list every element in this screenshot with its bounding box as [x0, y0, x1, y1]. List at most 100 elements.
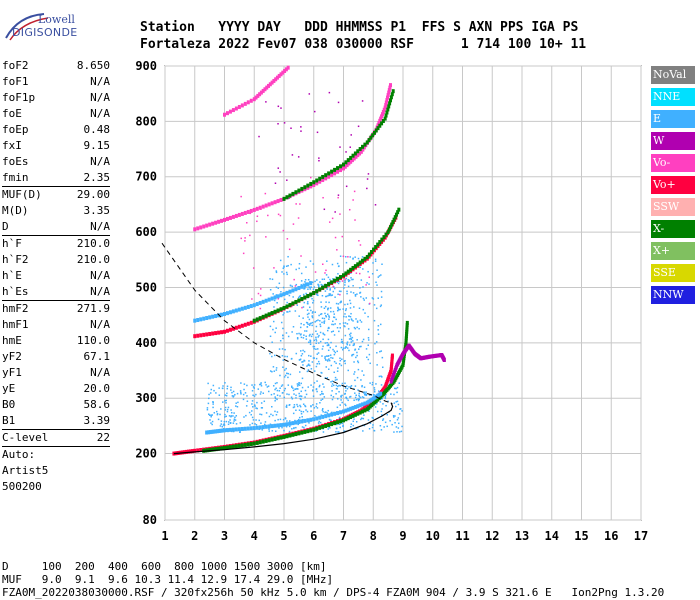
echo-point	[374, 128, 378, 133]
echo-dot	[224, 413, 226, 416]
echo-dot	[260, 413, 263, 416]
echo-dot	[331, 411, 333, 414]
echo-dot	[372, 424, 374, 426]
echo-dot	[251, 390, 254, 392]
echo-dot	[277, 418, 279, 421]
echo-dot	[348, 338, 351, 340]
echo-dot	[255, 407, 257, 409]
echo-point	[386, 230, 390, 235]
echo-point	[405, 325, 409, 330]
echo-dot	[239, 422, 242, 424]
echo-dot	[367, 358, 370, 361]
echo-dot	[356, 360, 359, 362]
echo-dot	[296, 387, 298, 390]
echo-dot	[297, 156, 300, 158]
echo-point	[270, 424, 274, 429]
echo-dot	[297, 296, 300, 299]
param-row: yF2 67.1	[2, 349, 110, 365]
echo-dot	[377, 297, 380, 299]
echo-dot	[341, 358, 343, 361]
echo-dot	[363, 374, 365, 376]
echo-dot	[315, 388, 318, 391]
echo-dot	[322, 393, 324, 395]
echo-dot	[342, 255, 345, 258]
echo-dot	[348, 208, 351, 211]
echo-dot	[216, 410, 218, 413]
echo-point	[330, 422, 334, 427]
echo-point	[273, 423, 277, 428]
echo-dot	[302, 403, 305, 405]
echo-dot	[354, 256, 356, 258]
echo-dot	[323, 322, 326, 324]
echo-point	[321, 178, 325, 183]
echo-dot	[298, 267, 300, 270]
echo-dot	[356, 339, 358, 341]
echo-point	[270, 201, 274, 206]
echo-point	[252, 207, 256, 212]
echo-point	[377, 121, 381, 126]
echo-dot	[366, 187, 368, 190]
echo-dot	[278, 427, 280, 429]
echo-dot	[377, 325, 380, 327]
echo-dot	[366, 282, 368, 284]
echo-dot	[282, 327, 284, 330]
echo-point	[291, 301, 295, 306]
y-tick-label: 300	[135, 391, 157, 405]
echo-point	[405, 320, 409, 325]
echo-dot	[284, 417, 287, 420]
echo-point	[384, 103, 388, 108]
echo-dot	[318, 385, 321, 388]
echo-dot	[350, 338, 353, 341]
echo-point	[356, 149, 360, 154]
echo-dot	[339, 308, 341, 311]
echo-dot	[240, 391, 242, 394]
echo-dot	[344, 278, 346, 281]
param-label: h`E	[2, 269, 22, 282]
echo-dot	[319, 340, 322, 343]
echo-dot	[249, 234, 251, 237]
echo-point	[223, 312, 226, 317]
echo-point	[380, 237, 384, 242]
echo-dot	[315, 330, 317, 333]
echo-point	[193, 334, 197, 339]
echo-dot	[286, 372, 288, 375]
param-label: yF1	[2, 366, 22, 379]
echo-point	[237, 212, 241, 217]
echo-dot	[320, 313, 323, 315]
echo-dot	[340, 341, 343, 343]
echo-dot	[225, 394, 228, 397]
echo-point	[333, 171, 337, 176]
echo-dot	[270, 393, 273, 396]
echo-dot	[337, 282, 340, 285]
echo-dot	[309, 339, 312, 342]
echo-dot	[371, 426, 374, 429]
echo-dot	[329, 427, 331, 429]
echo-point	[214, 447, 218, 452]
echo-dot	[275, 270, 278, 272]
echo-dot	[252, 386, 255, 388]
echo-dot	[275, 413, 278, 416]
echo-dot	[318, 285, 320, 288]
echo-point	[267, 83, 271, 88]
echo-dot	[317, 336, 319, 338]
echo-dot	[346, 387, 349, 390]
echo-dot	[352, 199, 354, 201]
echo-dot	[319, 325, 322, 328]
ionogram-chart: 1 2 3 4 5 6 7 8 9 10 11 12 13 14 15 16 17 80200300400500…	[135, 59, 648, 543]
echo-point	[380, 121, 384, 126]
echo-point	[344, 271, 348, 276]
echo-point	[397, 207, 401, 212]
echo-dot	[323, 396, 326, 398]
echo-dot	[337, 196, 339, 199]
echo-dot	[292, 296, 294, 298]
echo-dot	[279, 374, 281, 377]
echo-dot	[379, 323, 382, 326]
echo-dot	[317, 360, 320, 363]
echo-point	[390, 92, 394, 97]
echo-dot	[235, 405, 237, 407]
echo-point	[380, 114, 384, 119]
echo-point	[288, 433, 292, 438]
param-label: D	[2, 220, 9, 233]
echo-dot	[393, 402, 396, 404]
echo-point	[237, 443, 241, 448]
